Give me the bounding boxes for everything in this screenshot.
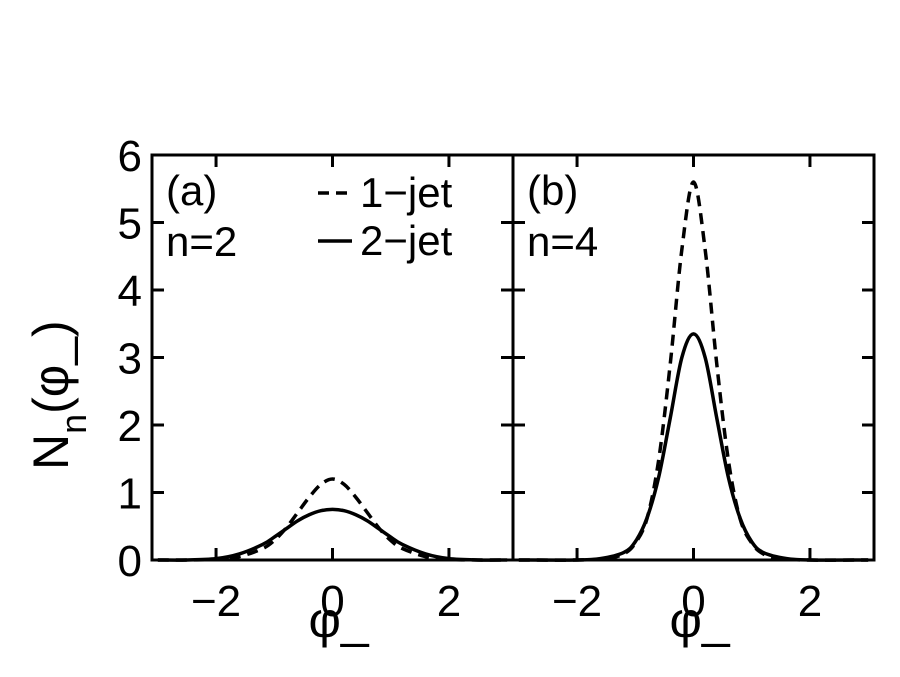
y-label-sub: n: [53, 414, 94, 434]
plot-frame-a: [150, 153, 515, 562]
y-tick-label: 0: [118, 537, 142, 586]
series-2jet-line-a: [157, 507, 508, 562]
y-tick-label: 3: [118, 335, 142, 384]
y-label-main: N: [23, 434, 79, 470]
x-tick-label-b: −2: [552, 577, 602, 626]
y-tick-label: 5: [118, 200, 142, 249]
panel-label-a: (a): [166, 167, 217, 214]
x-tick-label-a: 2: [437, 577, 461, 626]
plot-frame-b: [511, 153, 876, 562]
panel-b: −2 0 2 φ_ (b)n=4: [511, 153, 876, 648]
panel-label-b: (b): [527, 167, 578, 214]
x-tick-label-b: 2: [798, 577, 822, 626]
x-tick-label-a: −2: [191, 577, 241, 626]
y-tick-label: 1: [118, 470, 142, 519]
series-1jet-line-a: [157, 477, 508, 562]
y-tick-label: 4: [118, 267, 142, 316]
y-tick-label: 6: [118, 132, 142, 181]
y-tick-label: 2: [118, 402, 142, 451]
legend-label-2: 2−jet: [360, 217, 453, 264]
y-axis-label: Nn(φ_): [23, 320, 94, 470]
param-label-b: n=4: [527, 218, 598, 265]
y-label-arg: (φ_): [23, 320, 79, 414]
x-tick-label-a: 0: [320, 577, 344, 626]
series-2jet-line-b: [518, 332, 869, 562]
x-axis-label-b: φ_: [670, 592, 731, 648]
legend-label-1: 1−jet: [360, 169, 453, 216]
param-label-a: n=2: [166, 218, 237, 265]
x-axis-label-a: φ_: [309, 592, 370, 648]
x-tick-label-b: 0: [681, 577, 705, 626]
